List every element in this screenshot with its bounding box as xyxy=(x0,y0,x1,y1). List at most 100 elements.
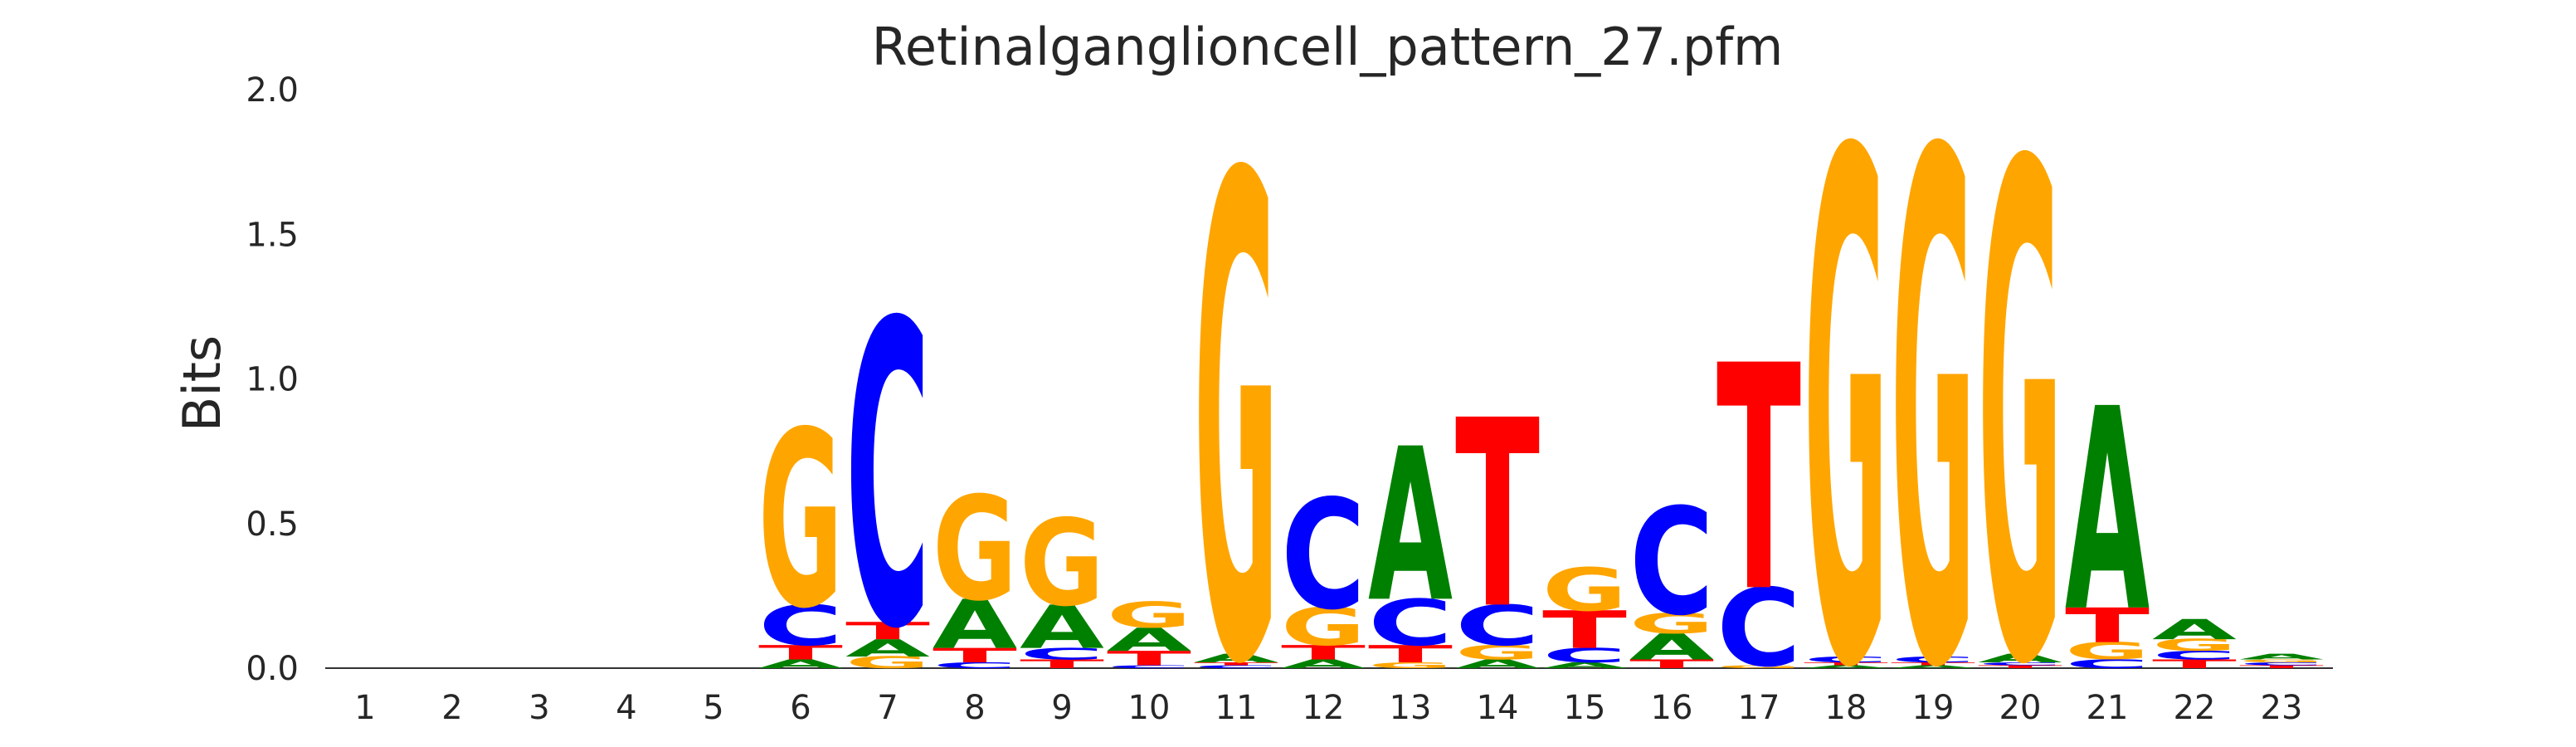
x-tick-label: 6 xyxy=(790,689,811,727)
logo-letter-T: T xyxy=(1542,600,1627,660)
x-tick-label: 11 xyxy=(1215,689,1258,727)
svg-text:G: G xyxy=(1281,598,1366,657)
x-tick-label: 20 xyxy=(1999,689,2042,727)
x-tick-label: 1 xyxy=(354,689,375,727)
logo-letter-G: G xyxy=(2152,636,2237,654)
logo-letter-T: T xyxy=(1194,662,1278,666)
logo-letter-A: A xyxy=(1020,593,1104,662)
logo-letter-C: C xyxy=(1455,594,1540,659)
svg-text:G: G xyxy=(1978,25,2062,747)
svg-text:C: C xyxy=(2152,648,2237,662)
svg-text:A: A xyxy=(1891,665,1975,670)
logo-letter-A: A xyxy=(1368,404,1453,649)
logo-letter-C: C xyxy=(1629,477,1714,648)
logo-letter-T: T xyxy=(933,644,1018,667)
x-tick-label: 7 xyxy=(877,689,898,727)
logo-letter-T: T xyxy=(1455,367,1540,666)
svg-text:T: T xyxy=(1455,367,1540,666)
logo-letter-A: A xyxy=(1804,665,1888,670)
x-tick-label: 21 xyxy=(2087,689,2129,727)
x-tick-label: 12 xyxy=(1303,689,1345,727)
svg-text:A: A xyxy=(758,657,843,671)
svg-text:C: C xyxy=(1194,665,1278,670)
y-tick-label: 1.5 xyxy=(246,216,299,254)
svg-text:C: C xyxy=(1368,586,1453,660)
svg-text:T: T xyxy=(758,642,844,665)
x-tick-label: 10 xyxy=(1128,689,1171,727)
svg-text:C: C xyxy=(2239,662,2324,666)
logo-letter-G: G xyxy=(1891,10,1975,747)
x-tick-label: 3 xyxy=(528,689,549,727)
logo-letter-T: T xyxy=(1717,301,1802,661)
logo-letter-A: A xyxy=(2065,351,2150,674)
x-tick-label: 8 xyxy=(964,689,985,727)
logo-letter-G: G xyxy=(1542,555,1627,625)
svg-text:C: C xyxy=(758,594,843,659)
logo-letter-C: C xyxy=(1194,665,1278,670)
logo-letter-A: A xyxy=(2152,613,2238,646)
svg-text:A: A xyxy=(2065,351,2150,674)
y-tick-label: 2.0 xyxy=(246,71,299,110)
svg-text:G: G xyxy=(933,466,1017,633)
logo-letter-G: G xyxy=(1717,665,1801,670)
svg-text:C: C xyxy=(1978,662,2062,666)
svg-text:G: G xyxy=(1804,10,1888,747)
logo-letter-C: C xyxy=(1804,655,1888,664)
logo-letter-C: C xyxy=(2152,648,2237,662)
logo-letter-A: A xyxy=(933,586,1018,665)
svg-text:A: A xyxy=(1107,622,1192,658)
logo-letter-C: C xyxy=(1978,662,2062,666)
logo-letter-A: A xyxy=(1542,661,1627,670)
x-tick-label: 18 xyxy=(1825,689,1867,727)
logo-letter-G: G xyxy=(1107,595,1191,637)
logo-letter-C: C xyxy=(1891,655,1975,664)
svg-text:G: G xyxy=(2065,637,2150,665)
logo-letter-T: T xyxy=(1281,642,1366,665)
svg-text:A: A xyxy=(1194,652,1278,666)
svg-text:T: T xyxy=(1717,301,1802,661)
logo-letter-C: C xyxy=(1281,467,1366,643)
logo-letter-T: T xyxy=(758,642,844,665)
svg-text:G: G xyxy=(845,653,930,671)
logo-letter-C: C xyxy=(2239,662,2324,666)
logo-letter-G: G xyxy=(1804,10,1888,747)
logo-letter-A: A xyxy=(1629,627,1715,668)
svg-text:G: G xyxy=(758,381,843,662)
logo-letter-A: A xyxy=(845,635,930,662)
x-tick-label: 2 xyxy=(441,689,462,727)
svg-text:A: A xyxy=(1978,652,2062,666)
logo-letter-G: G xyxy=(1020,495,1104,633)
svg-text:C: C xyxy=(933,661,1017,670)
svg-text:A: A xyxy=(2152,613,2238,646)
x-tick-label: 22 xyxy=(2174,689,2216,727)
logo-letter-T: T xyxy=(845,618,930,645)
y-axis-ticks: 0.0 0.5 1.0 1.5 2.0 xyxy=(246,71,299,688)
logo-letter-G: G xyxy=(845,653,930,671)
svg-text:C: C xyxy=(1107,665,1191,670)
svg-text:A: A xyxy=(2239,652,2324,662)
x-tick-label: 5 xyxy=(703,689,723,727)
chart-title: Retinalganglioncell_pattern_27.pfm xyxy=(872,17,1784,77)
svg-text:C: C xyxy=(1629,477,1714,648)
svg-text:A: A xyxy=(1455,657,1540,671)
svg-text:C: C xyxy=(1455,594,1540,659)
logo-letter-T: T xyxy=(2239,665,2324,670)
logo-letter-C: C xyxy=(1717,567,1801,691)
svg-text:G: G xyxy=(1368,661,1453,670)
svg-text:G: G xyxy=(2152,636,2237,654)
logo-letter-T: T xyxy=(1891,662,1975,666)
svg-text:T: T xyxy=(2065,598,2150,654)
logo-letter-C: C xyxy=(758,594,843,659)
logo-letter-T: T xyxy=(1107,647,1192,671)
logo-letter-A: A xyxy=(1455,657,1540,671)
logo-letter-G: G xyxy=(1281,598,1366,657)
svg-text:G: G xyxy=(1020,495,1104,633)
y-tick-label: 0.0 xyxy=(246,650,299,688)
logo-letter-T: T xyxy=(2065,598,2150,654)
svg-text:A: A xyxy=(845,635,930,662)
svg-text:T: T xyxy=(1107,647,1192,671)
svg-text:T: T xyxy=(2152,657,2238,671)
x-axis-ticks: 1 2 3 4 5 6 7 8 9 10 11 12 13 14 15 16 17 18 19 20 21 22 23 xyxy=(354,689,2302,727)
